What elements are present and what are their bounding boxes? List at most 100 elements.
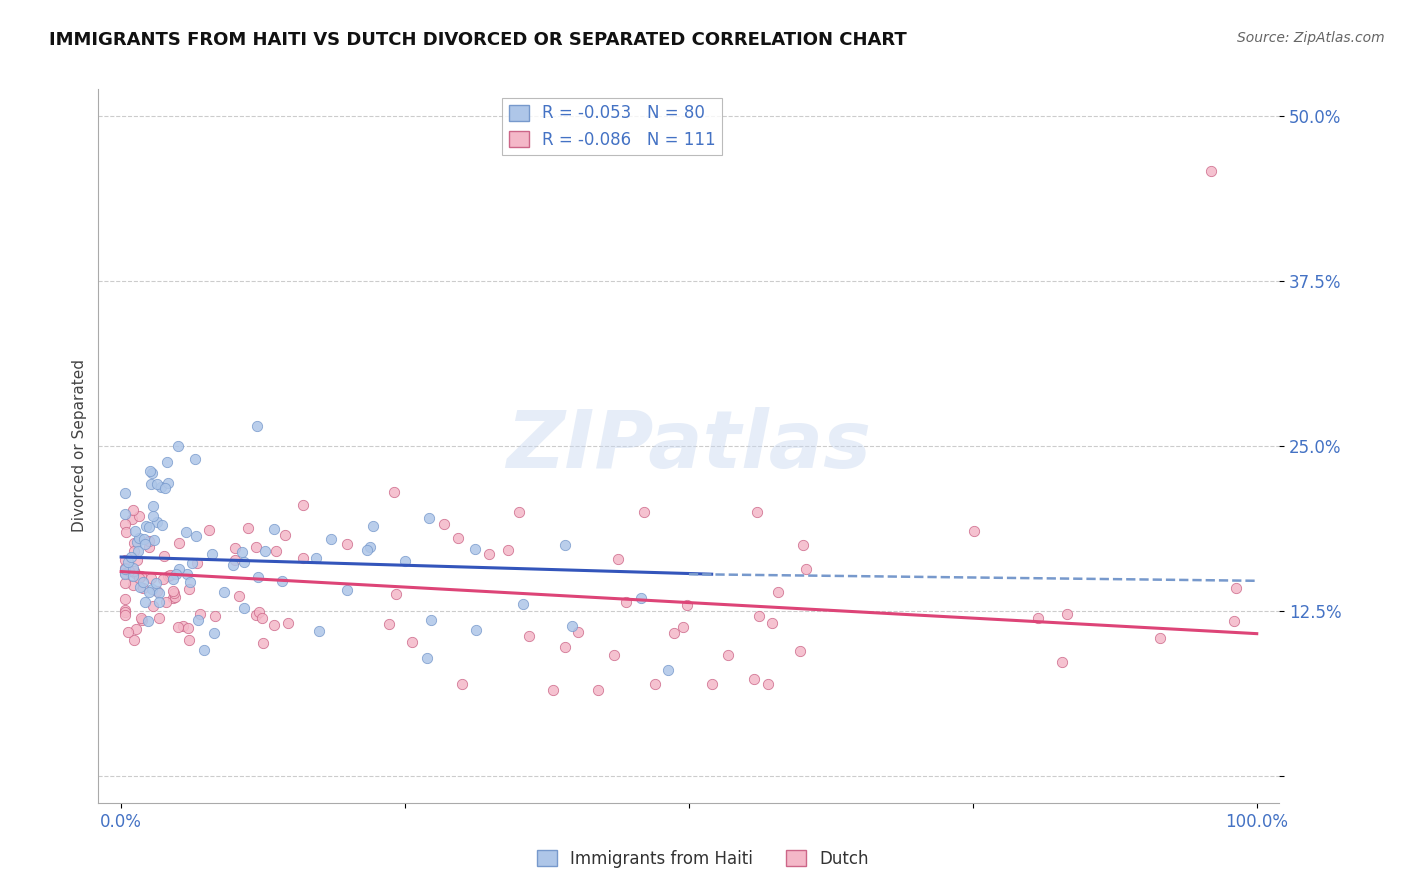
Point: [169, 536, 191, 550]
Point: [277, 616, 299, 631]
Point: [700, 677, 723, 691]
Point: [567, 625, 589, 640]
Point: [792, 538, 814, 552]
Point: [134, 595, 156, 609]
Point: [252, 611, 274, 625]
Point: [114, 516, 136, 531]
Point: [114, 576, 136, 591]
Point: [554, 538, 576, 552]
Point: [152, 572, 174, 586]
Point: [401, 634, 423, 648]
Text: ZIPatlas: ZIPatlas: [506, 407, 872, 485]
Point: [138, 614, 160, 628]
Legend: R = -0.053   N = 80, R = -0.086   N = 111: R = -0.053 N = 80, R = -0.086 N = 111: [502, 97, 723, 155]
Point: [512, 597, 534, 611]
Point: [149, 480, 172, 494]
Point: [246, 570, 269, 584]
Point: [117, 565, 139, 579]
Point: [745, 505, 768, 519]
Point: [114, 566, 136, 581]
Point: [150, 518, 173, 533]
Point: [143, 533, 166, 548]
Point: [125, 622, 148, 636]
Point: [139, 476, 162, 491]
Point: [134, 537, 156, 551]
Point: [153, 481, 176, 495]
Point: [202, 626, 225, 640]
Point: [138, 464, 160, 478]
Point: [114, 603, 136, 617]
Point: [165, 590, 187, 604]
Point: [308, 624, 330, 638]
Point: [273, 528, 295, 542]
Point: [128, 571, 150, 585]
Point: [124, 566, 146, 580]
Point: [1149, 632, 1171, 646]
Point: [657, 664, 679, 678]
Point: [252, 635, 274, 649]
Point: [644, 677, 666, 691]
Point: [319, 532, 342, 546]
Point: [232, 555, 254, 569]
Point: [766, 585, 789, 599]
Point: [201, 547, 224, 561]
Point: [121, 569, 143, 583]
Point: [266, 544, 288, 558]
Point: [138, 520, 160, 534]
Point: [166, 620, 188, 634]
Point: [122, 633, 145, 648]
Point: [139, 571, 162, 585]
Point: [633, 505, 655, 519]
Point: [271, 574, 294, 588]
Point: [124, 564, 146, 578]
Point: [742, 673, 765, 687]
Point: [114, 562, 136, 576]
Point: [236, 521, 259, 535]
Point: [156, 569, 179, 583]
Point: [336, 537, 359, 551]
Point: [155, 595, 177, 609]
Point: [129, 611, 152, 625]
Point: [789, 644, 811, 658]
Point: [173, 618, 195, 632]
Point: [179, 582, 201, 596]
Point: [114, 553, 136, 567]
Point: [132, 582, 155, 596]
Point: [135, 519, 157, 533]
Legend: Immigrants from Haiti, Dutch: Immigrants from Haiti, Dutch: [530, 844, 876, 875]
Point: [122, 536, 145, 550]
Point: [394, 554, 416, 568]
Point: [187, 613, 209, 627]
Point: [794, 562, 817, 576]
Point: [127, 535, 149, 549]
Point: [254, 544, 277, 558]
Point: [177, 632, 200, 647]
Point: [1225, 581, 1247, 595]
Point: [145, 476, 167, 491]
Point: [114, 561, 136, 575]
Point: [586, 683, 609, 698]
Point: [129, 569, 152, 583]
Point: [141, 499, 163, 513]
Point: [246, 419, 269, 434]
Point: [603, 648, 626, 662]
Point: [138, 533, 160, 548]
Point: [148, 611, 170, 625]
Point: [141, 582, 163, 596]
Point: [748, 609, 770, 624]
Point: [122, 544, 145, 558]
Point: [117, 625, 139, 640]
Point: [122, 561, 145, 575]
Point: [186, 557, 208, 571]
Point: [204, 608, 226, 623]
Point: [356, 543, 378, 558]
Point: [181, 556, 204, 570]
Point: [361, 518, 384, 533]
Point: [305, 550, 328, 565]
Point: [478, 547, 501, 561]
Point: [291, 551, 314, 566]
Point: [138, 584, 160, 599]
Point: [630, 591, 652, 606]
Point: [359, 540, 381, 554]
Point: [335, 583, 357, 598]
